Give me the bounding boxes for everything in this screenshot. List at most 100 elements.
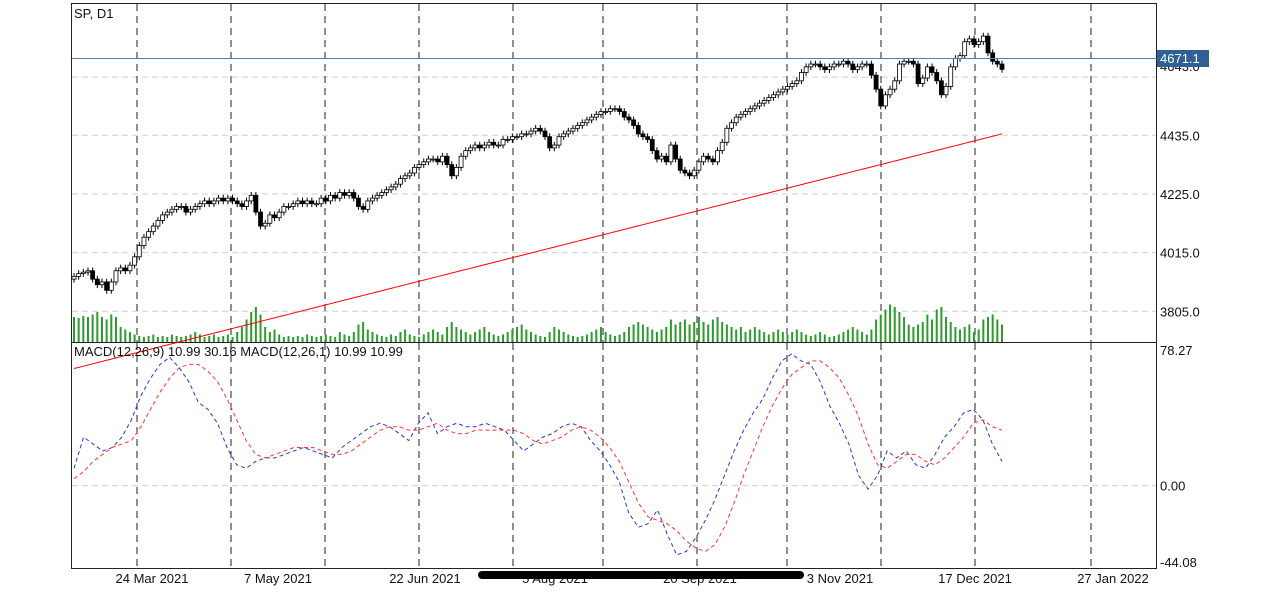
candle-body [426, 158, 431, 163]
candle-body [850, 63, 856, 71]
candle-body [174, 206, 179, 210]
candle-body [360, 206, 366, 210]
candle-body [789, 83, 795, 87]
candle-body [887, 88, 893, 96]
candle-body [402, 175, 408, 179]
candle-body [528, 130, 534, 135]
candle-body [178, 206, 184, 208]
candle-body [976, 41, 982, 45]
macd-panel-frame [71, 342, 1157, 569]
candle-body [290, 203, 296, 207]
candle-body [617, 108, 623, 112]
candle-body [94, 278, 100, 286]
candle-body [76, 273, 82, 277]
candle-body [892, 80, 898, 90]
candle-body [873, 74, 879, 90]
macd-tick-label: -44.08 [1160, 555, 1197, 570]
candle-body [836, 63, 842, 66]
candle-body [640, 133, 646, 138]
grid-lines [72, 4, 1156, 568]
candle-body [150, 225, 156, 233]
candle-body [938, 80, 944, 96]
candle-body [733, 116, 739, 124]
candle-body [766, 97, 772, 101]
candle-body [761, 99, 767, 104]
candle-body [831, 63, 837, 68]
current-price-label: 4671.1 [1160, 51, 1200, 66]
candle-body [300, 200, 305, 205]
candle-body [841, 60, 846, 65]
candle-body [910, 60, 916, 65]
candle-body [444, 155, 450, 166]
candle-body [537, 127, 543, 132]
candle-body [626, 116, 632, 121]
candle-body [113, 270, 119, 283]
candle-body [472, 144, 478, 149]
candle-body [253, 194, 259, 213]
candle-body [351, 192, 357, 199]
candle-body [654, 150, 660, 160]
macd-tick-label: 0.00 [1160, 479, 1185, 494]
candle-body [612, 108, 618, 111]
candle-body [370, 197, 375, 202]
candle-body [421, 161, 427, 166]
candle-body [924, 66, 930, 79]
candle-body [216, 197, 221, 202]
macd-main-line [73, 353, 1003, 556]
candle-body [146, 231, 152, 238]
candle-body [202, 200, 207, 205]
candle-body [649, 139, 655, 152]
candle-body [160, 214, 166, 221]
candle-body [952, 58, 958, 68]
candle-body [757, 102, 762, 107]
candle-body [141, 236, 147, 247]
candle-body [859, 63, 865, 68]
candle-body [533, 127, 539, 132]
candle-body [752, 105, 758, 110]
candle-body [234, 200, 240, 205]
candle-body [631, 119, 636, 126]
candle-body [435, 158, 441, 163]
candle-body [962, 41, 968, 57]
candle-body [668, 144, 674, 163]
candle-body [244, 200, 249, 207]
candle-body [467, 147, 473, 152]
candle-body [780, 88, 786, 93]
candle-body [169, 208, 175, 213]
price-tick-label: 4015.0 [1160, 246, 1200, 261]
candle-body [220, 197, 226, 202]
candle-body [337, 192, 343, 199]
candle-body [262, 222, 268, 227]
candle-body [659, 155, 664, 160]
candle-body [883, 94, 888, 107]
candle-body [85, 270, 91, 273]
candle-body [122, 267, 128, 272]
candle-body [495, 144, 501, 147]
candle-body [481, 144, 487, 149]
home-indicator-bar[interactable] [478, 571, 804, 579]
candle-body [561, 133, 567, 138]
candle-body [374, 194, 380, 199]
candle-body [118, 267, 124, 272]
candle-body [477, 144, 483, 149]
candle-body [696, 161, 702, 171]
candle-body [286, 206, 291, 208]
candle-body [542, 130, 548, 138]
candle-body [267, 214, 273, 224]
macd-tick-label: 78.27 [1160, 343, 1193, 358]
current-price-badge [1157, 50, 1209, 67]
candle-body [682, 169, 688, 174]
candle-body [332, 194, 338, 199]
main-panel-title: SP, D1 [74, 6, 114, 21]
candle-body [808, 63, 814, 68]
candle-body [966, 38, 972, 43]
candle-body [994, 60, 1000, 65]
candle-body [463, 150, 469, 157]
candle-body [183, 206, 189, 213]
candle-body [691, 169, 697, 177]
volume-bars [73, 304, 1003, 342]
candle-body [90, 270, 96, 280]
candle-body [948, 66, 954, 87]
candle-body [934, 72, 940, 82]
moving-average-path [73, 133, 1003, 370]
